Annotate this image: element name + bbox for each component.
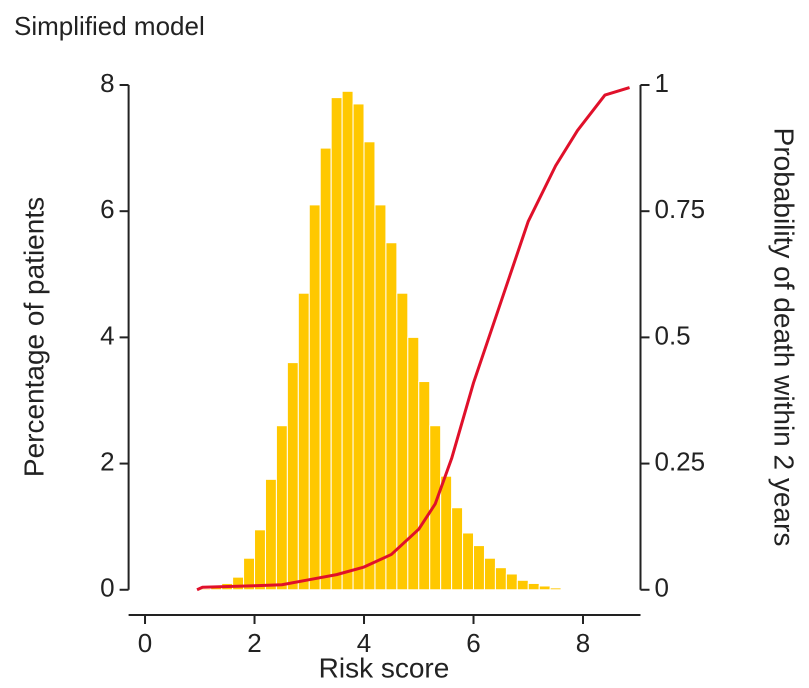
y2-tick-label: 0.25 [655,446,706,476]
bar [254,529,266,591]
bar [549,587,562,591]
bar [297,292,310,591]
bar [451,507,464,591]
bar [473,545,485,591]
x-tick-label: 2 [247,628,261,658]
bar [275,425,288,591]
y-tick-label: 0 [100,573,114,603]
bar [527,582,540,591]
y2-tick-label: 1 [655,68,669,98]
bar [407,336,420,591]
bar [264,478,277,591]
x-tick-label: 0 [138,628,152,658]
bar [538,585,551,591]
y-tick-label: 8 [100,68,114,98]
x-axis-label: Risk score [319,652,450,683]
y-axis-label: Percentage of patients [18,197,49,477]
y-tick-label: 6 [100,194,114,224]
y2-tick-label: 0.75 [655,194,706,224]
x-tick-label: 4 [357,628,371,658]
bar [505,573,518,591]
y-tick-label: 2 [100,446,114,476]
bar [385,242,398,591]
x-tick-label: 8 [576,628,590,658]
line [196,86,630,592]
y-tick-label: 4 [100,320,114,350]
bar [363,141,376,591]
y2-axis-label: Probability of death within 2 years [769,128,800,547]
bar [462,532,475,591]
bar [319,147,332,591]
x-tick-label: 6 [466,628,480,658]
bar [232,576,245,591]
bar [516,579,529,591]
bar [418,381,431,591]
bar [494,567,507,591]
bar [308,204,321,591]
y2-tick-label: 0.5 [655,320,691,350]
bar [286,362,299,591]
y2-tick-label: 0 [655,573,669,603]
bar [352,103,365,591]
bar [330,97,343,591]
chart-title: Simplified model [14,11,205,41]
bar [440,475,453,591]
bar [341,90,354,591]
bar [374,204,387,591]
bar [483,557,496,591]
